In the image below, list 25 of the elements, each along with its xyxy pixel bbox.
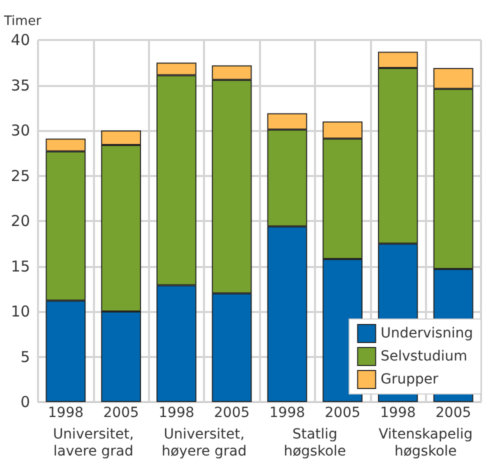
text: Universitet, høyere grad: [162, 426, 247, 460]
x-tick-label: 1998: [380, 405, 416, 421]
y-tick-label: 0: [20, 393, 30, 411]
y-tick-label: 40: [10, 31, 30, 49]
x-tick-label: 2005: [214, 405, 250, 421]
x-tick-label: 2005: [324, 405, 360, 421]
y-tick-label: 20: [10, 212, 30, 230]
legend-label: Undervisning: [380, 326, 474, 342]
y-tick-label: 10: [10, 302, 30, 320]
y-tick-label: 30: [10, 122, 30, 140]
legend-label: Selvstudium: [380, 348, 468, 364]
text: Universitet, lavere grad: [52, 426, 134, 460]
x-tick-label: 1998: [158, 405, 194, 421]
y-tick-label: 5: [20, 348, 30, 366]
y-tick-label: 35: [10, 76, 30, 94]
y-axis-title: Timer: [3, 14, 42, 29]
text: Vitenskapelig høgskole: [378, 426, 473, 460]
x-tick-label: 1998: [269, 405, 306, 421]
y-tick-label: 15: [10, 257, 30, 276]
x-tick-label: 1998: [48, 405, 84, 421]
y-tick-label: 25: [10, 166, 30, 185]
text: Statlig høgskole: [284, 426, 346, 460]
x-tick-label: 2005: [103, 405, 139, 421]
legend-label: Grupper: [380, 372, 438, 388]
x-tick-label: 2005: [435, 405, 472, 421]
